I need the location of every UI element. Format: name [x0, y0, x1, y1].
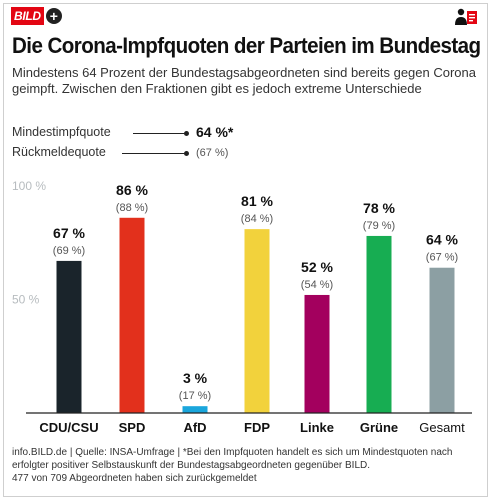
- bars: [56, 217, 455, 413]
- legend-primary-line: [133, 133, 185, 134]
- category-label: Grüne: [360, 420, 398, 435]
- category-labels: CDU/CSU SPD AfD FDP Linke Grüne Gesamt: [39, 420, 465, 435]
- chart-subtitle: Mindestens 64 Prozent der Bundestagsabge…: [12, 65, 476, 96]
- value-labels: 67 % 86 % 3 % 81 % 52 % 78 % 64 %: [53, 182, 458, 386]
- value-label: 3 %: [183, 370, 208, 386]
- chart-footer: info.BILD.de | Quelle: INSA-Umfrage | *B…: [12, 446, 482, 485]
- y-axis-ticks: 100 % 50 %: [12, 179, 46, 307]
- value-label: 86 %: [116, 182, 148, 198]
- category-label: Gesamt: [419, 420, 465, 435]
- response-note: 477 von 709 Abgeordneten haben sich zurü…: [12, 473, 257, 484]
- bar-grne: [366, 235, 392, 413]
- value-label: 78 %: [363, 200, 395, 216]
- response-label: (84 %): [241, 213, 273, 225]
- response-label: (88 %): [116, 202, 148, 214]
- bar-chart: 100 % 50 % 67 % 86 % 3 % 81 % 52 % 78 % 64 % (6…: [12, 179, 472, 435]
- legend-primary-label: Mindestimpfquote: [12, 125, 111, 139]
- legend-secondary-label: Rückmeldequote: [12, 145, 106, 159]
- bar-gesamt: [429, 267, 455, 413]
- category-label: AfD: [183, 420, 206, 435]
- bild-plus-logo: BILD +: [11, 7, 62, 25]
- response-label: (69 %): [53, 245, 85, 257]
- legend-primary-dot: [184, 131, 189, 136]
- bar-afd: [182, 406, 208, 413]
- plus-icon: +: [45, 8, 62, 24]
- response-label: (79 %): [363, 220, 395, 232]
- response-label: (17 %): [179, 390, 211, 402]
- value-label: 81 %: [241, 193, 273, 209]
- category-label: CDU/CSU: [39, 420, 98, 435]
- value-label: 64 %: [426, 232, 458, 248]
- chart-title: Die Corona-Impfquoten der Parteien im Bu…: [12, 33, 481, 58]
- response-labels: (69 %) (88 %) (17 %) (84 %) (54 %) (79 %) (67 …: [53, 202, 458, 402]
- bar-cducsu: [56, 260, 82, 413]
- bar-fdp: [244, 229, 270, 413]
- bild-logo: BILD: [11, 7, 44, 25]
- value-label: 67 %: [53, 225, 85, 241]
- legend-primary-value: 64 %*: [196, 124, 234, 140]
- source-note: info.BILD.de | Quelle: INSA-Umfrage | *B…: [12, 447, 453, 471]
- response-label: (54 %): [301, 279, 333, 291]
- legend-secondary-line: [122, 153, 185, 154]
- graphic-frame: [3, 3, 488, 497]
- legend-secondary-dot: [184, 151, 189, 156]
- y-tick-label: 100 %: [12, 179, 46, 193]
- response-label: (67 %): [426, 252, 458, 264]
- bar-spd: [119, 217, 145, 413]
- category-label: Linke: [300, 420, 334, 435]
- user-document-icon: [455, 8, 479, 31]
- value-label: 52 %: [301, 259, 333, 275]
- category-label: FDP: [244, 420, 270, 435]
- y-tick-label: 50 %: [12, 293, 40, 307]
- category-label: SPD: [119, 420, 146, 435]
- legend-secondary-value: (67 %): [196, 147, 229, 159]
- bar-linke: [304, 294, 330, 413]
